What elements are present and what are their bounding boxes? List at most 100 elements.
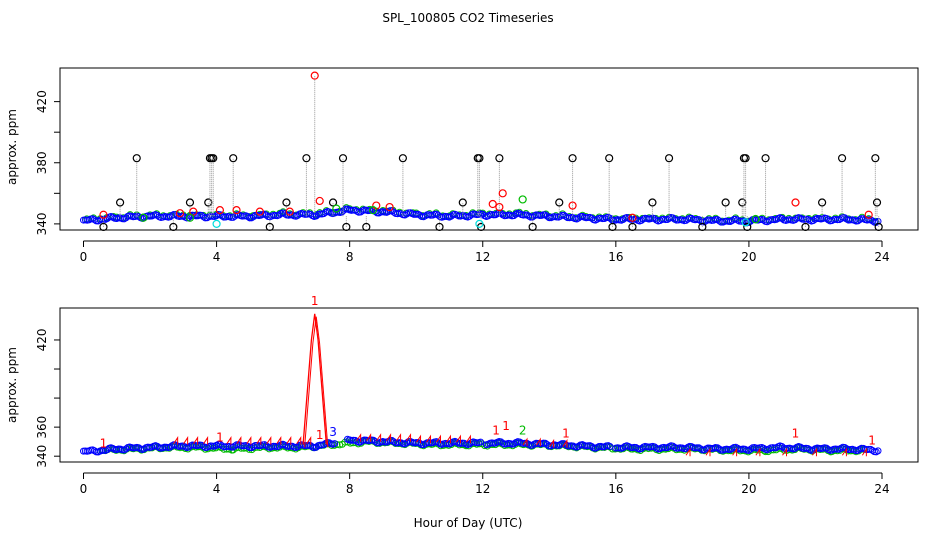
black-point (721, 198, 730, 207)
red-point (436, 434, 441, 444)
red-point (782, 447, 788, 457)
point-label: 3 (329, 425, 337, 439)
x-tick-label: 0 (80, 250, 88, 264)
red-point (791, 198, 800, 207)
cyan-point (212, 219, 221, 228)
black-point (628, 222, 637, 232)
green-point (139, 213, 148, 222)
black-point (555, 198, 564, 207)
blue-point (248, 214, 256, 222)
black-point (458, 198, 467, 207)
x-tick-label: 16 (608, 250, 623, 264)
blue-point (199, 213, 207, 221)
red-point (812, 447, 817, 457)
red-point (266, 436, 272, 445)
cyan-point (741, 218, 750, 227)
black-point (801, 222, 810, 232)
green-point (871, 217, 879, 225)
green-point (185, 213, 195, 222)
red-point (315, 196, 324, 206)
point-label: 1 (792, 426, 800, 440)
red-point (385, 202, 394, 212)
red-point (426, 434, 432, 444)
x-tick-label: 12 (475, 482, 490, 496)
y-tick-label: 420 (35, 329, 49, 352)
blue-point (697, 445, 705, 453)
green-point (336, 441, 344, 449)
red-point (310, 71, 319, 80)
x-tick-label: 8 (346, 250, 354, 264)
black-point (204, 198, 213, 207)
red-point (732, 447, 738, 457)
x-tick-label: 8 (346, 482, 354, 496)
black-point (871, 154, 880, 163)
red-point (386, 433, 392, 442)
point-label: 1 (311, 294, 319, 308)
green-point (751, 215, 760, 224)
red-point (488, 199, 497, 209)
point-label: 2 (519, 423, 527, 437)
x-tick-label: 4 (213, 250, 221, 264)
black-point (282, 198, 291, 207)
blue-point (477, 438, 485, 446)
panel-top-ylabel: approx. ppm (5, 109, 19, 185)
black-point (874, 222, 883, 232)
black-point (608, 222, 617, 232)
red-point (396, 433, 402, 442)
black-point (568, 154, 577, 163)
cyan-point (475, 219, 484, 228)
panel-top: approx. ppm 0 4 8 12 16 20 24 340 380 420 (5, 67, 919, 264)
black-point (132, 154, 141, 163)
black-point (209, 154, 218, 163)
red-point (246, 436, 252, 445)
black-point (738, 198, 747, 207)
red-point (755, 447, 761, 457)
red-point (406, 433, 412, 442)
black-point (99, 222, 108, 232)
red-point (841, 447, 847, 457)
red-point (416, 434, 422, 444)
black-point (605, 154, 614, 163)
point-label: 1 (316, 428, 324, 442)
point-label: 1 (100, 436, 108, 450)
spike-line (302, 313, 328, 445)
black-point (664, 154, 674, 163)
red-point (215, 206, 225, 215)
black-point (362, 222, 371, 232)
plot-frame (59, 307, 919, 463)
blue-point (874, 217, 882, 225)
black-point (302, 154, 311, 163)
red-point (535, 437, 541, 447)
red-point (189, 207, 198, 216)
black-point (743, 222, 752, 232)
red-point (562, 438, 568, 448)
red-point (356, 433, 362, 442)
blue-point (560, 211, 568, 219)
red-point (193, 436, 199, 445)
green-point (332, 204, 341, 213)
red-point (861, 447, 867, 457)
black-point (761, 154, 770, 163)
y-tick-label: 380 (35, 151, 49, 174)
red-point (568, 201, 577, 210)
black-point (435, 222, 444, 232)
red-point (232, 206, 241, 215)
red-point (864, 210, 873, 219)
red-point (366, 433, 372, 442)
red-point (296, 436, 302, 445)
y-tick-label: 340 (35, 212, 49, 235)
x-tick-label: 20 (741, 250, 756, 264)
green-point (722, 446, 730, 454)
black-point (475, 154, 484, 163)
red-point (446, 434, 451, 444)
black-point (328, 198, 338, 207)
black-point (495, 154, 504, 163)
x-tick-label: 20 (741, 482, 756, 496)
black-point (265, 222, 274, 232)
blue-point (331, 440, 339, 448)
black-point (528, 222, 537, 232)
x-tick-label: 4 (213, 482, 221, 496)
y-tick-label: 360 (35, 416, 49, 439)
black-point (169, 222, 178, 232)
